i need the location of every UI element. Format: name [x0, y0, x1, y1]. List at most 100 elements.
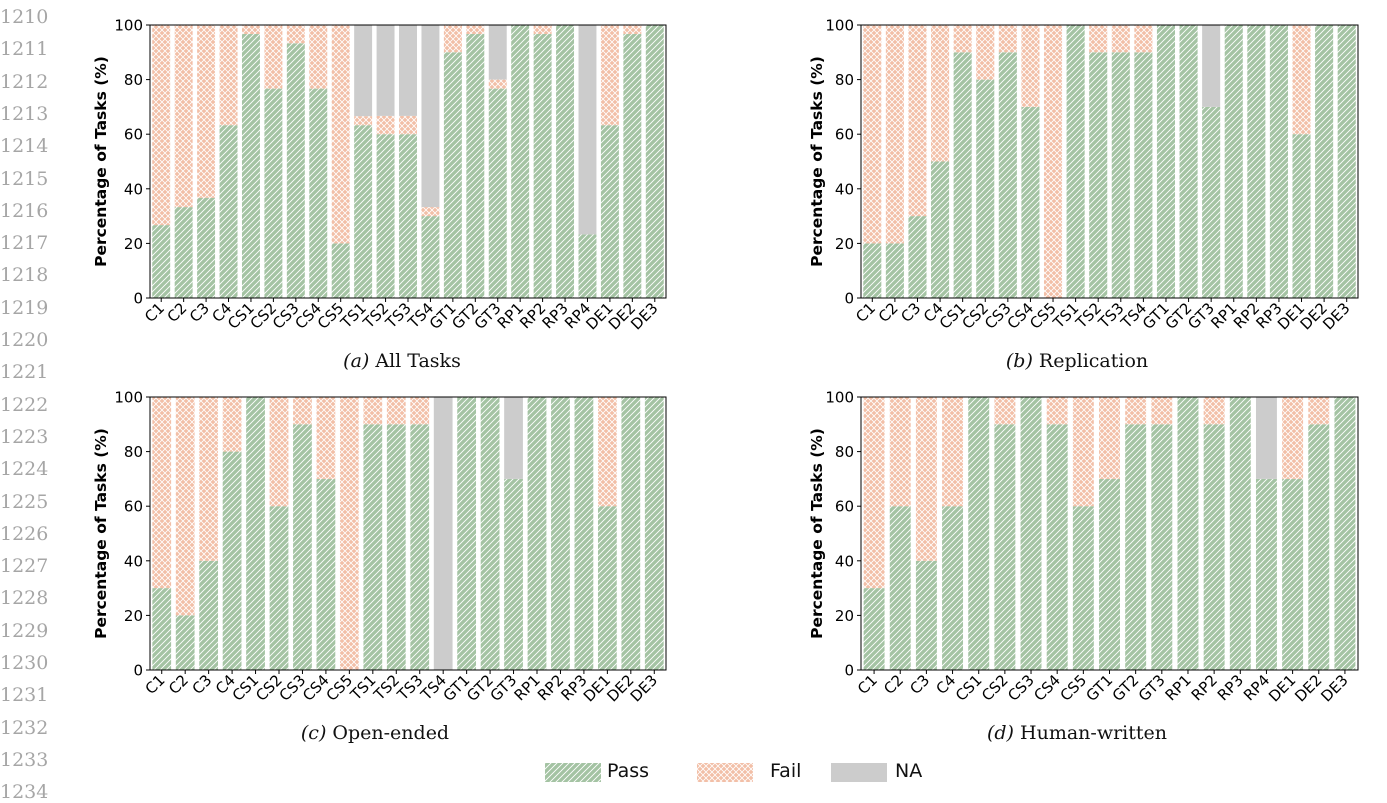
- y-tick-label: 40: [835, 552, 854, 570]
- bar-segment-pass: [466, 34, 485, 298]
- chart-svg: C1 C2 C3 C4CS1CS2CS3CS4CS5GT1GT2GT3RP1RP2RP…: [808, 389, 1359, 705]
- line-number: 1210: [0, 6, 49, 28]
- legend-item-pass: Pass: [545, 760, 685, 784]
- line-number: 1228: [0, 587, 49, 610]
- bar-segment-fail: [863, 397, 885, 589]
- bar-segment-fail: [1099, 397, 1120, 479]
- bar-segment-fail: [174, 25, 193, 208]
- line-number: 1226: [0, 522, 49, 545]
- bar-segment-fail: [286, 25, 305, 44]
- line-number: 1225: [0, 490, 49, 513]
- bar-segment-pass: [331, 243, 350, 298]
- line-number: 1214: [0, 135, 49, 158]
- x-tick-label: CS1: [952, 671, 986, 705]
- bar-segment-pass: [1125, 424, 1147, 670]
- y-axis-label: Percentage of Tasks (%): [92, 56, 110, 267]
- bar-segment-pass: [152, 588, 172, 670]
- bar-segment-pass: [246, 397, 265, 670]
- chart-caption: (b) Replication: [1006, 350, 1148, 372]
- bar-segment-fail: [443, 25, 462, 53]
- bar-segment-fail: [885, 25, 904, 244]
- bar-segment-fail: [339, 397, 359, 670]
- bar-segment-pass: [1255, 478, 1277, 670]
- x-tick-label: GT3: [1135, 671, 1169, 705]
- y-tick-label: 20: [124, 235, 143, 253]
- bar-segment-pass: [600, 125, 619, 298]
- y-axis-label: Percentage of Tasks (%): [808, 56, 826, 267]
- y-tick-label: 20: [835, 235, 854, 253]
- bar-segment-fail: [1134, 25, 1153, 53]
- bar-segment-fail: [421, 207, 440, 217]
- bar-segment-pass: [1308, 424, 1330, 670]
- caption-letter: (d): [986, 722, 1014, 744]
- chart-panel-replication: C1 C2 C3 C4 CS1 CS2 CS3 CS4 CS5 TS1 TS2 TS3 TS4 GT1 GT…: [700, 0, 1387, 380]
- y-tick-label: 80: [124, 71, 143, 89]
- legend-item-na: NA: [831, 760, 941, 784]
- line-number: 1233: [0, 748, 49, 771]
- bar-segment-fail: [998, 25, 1017, 53]
- line-number: 1220: [0, 329, 49, 351]
- bar-segment-pass: [998, 52, 1017, 298]
- y-tick-label: 100: [114, 389, 143, 407]
- x-tick-label: DE2: [1291, 671, 1325, 705]
- bar-segment-fail: [1089, 25, 1108, 53]
- bar-segment-fail: [1072, 397, 1094, 507]
- plot-frame: [860, 396, 1359, 671]
- bar-segment-fail: [931, 25, 950, 162]
- bar-segment-fail: [241, 25, 260, 35]
- bar-segment-fail: [1292, 25, 1311, 135]
- bar-segment-pass: [931, 161, 950, 298]
- y-axis-label: Percentage of Tasks (%): [92, 428, 110, 639]
- y-axis-label: Percentage of Tasks (%): [808, 428, 826, 639]
- chart-svg: C1C2C3C4CS1CS2CS3CS4CS5TS1TS2TS3TS4GT1GT…: [92, 17, 667, 333]
- bar-segment-pass: [1229, 397, 1251, 670]
- bar-segment-pass: [915, 560, 937, 670]
- bar-segment-pass: [1269, 25, 1288, 298]
- bar-segment-pass: [1177, 397, 1199, 670]
- line-number: 1212: [0, 70, 49, 93]
- bar-segment-pass: [1202, 106, 1221, 299]
- bar-segment-fail: [1021, 25, 1040, 107]
- bar-segment-pass: [597, 506, 617, 670]
- bar-segment-na: [504, 397, 523, 479]
- plot-frame: [860, 24, 1359, 299]
- bar-segment-fail: [533, 25, 552, 35]
- bar-segment-pass: [376, 134, 395, 298]
- bar-segment-pass: [264, 88, 283, 298]
- bar-segment-fail: [309, 25, 328, 89]
- bar-segment-pass: [286, 43, 305, 298]
- line-number: 1231: [0, 684, 49, 707]
- bar-segment-pass: [1020, 397, 1042, 670]
- bar-segment-pass: [399, 134, 417, 298]
- bar-segment-pass: [1111, 52, 1130, 298]
- line-number: 1224: [0, 458, 49, 481]
- bar-segment-pass: [863, 243, 882, 298]
- bar-segment-pass: [1072, 506, 1094, 670]
- bar-segment-fail: [953, 25, 972, 53]
- bar-segment-pass: [1156, 25, 1176, 298]
- x-tick-label: RP4: [1240, 671, 1273, 704]
- y-tick-label: 60: [124, 126, 143, 144]
- line-number: 1230: [0, 652, 49, 674]
- legend-swatch-pass: [545, 763, 601, 782]
- x-tick-label: GT2: [1109, 671, 1143, 705]
- x-tick-label: DE1: [1265, 671, 1299, 705]
- bar-segment-pass: [488, 88, 507, 298]
- y-tick-label: 100: [114, 17, 143, 35]
- bar-segment-pass: [1315, 25, 1334, 298]
- line-number: 1234: [0, 781, 49, 803]
- bar-segment-fail: [1125, 397, 1147, 425]
- bar-segment-fail: [976, 25, 995, 80]
- caption-text: Replication: [1032, 350, 1149, 372]
- bar-segment-pass: [363, 424, 383, 670]
- bar-segment-na: [354, 25, 373, 117]
- y-tick-label: 40: [124, 552, 143, 570]
- bar-segment-pass: [1134, 52, 1153, 298]
- bar-segment-pass: [1282, 478, 1304, 670]
- caption-letter: (a): [343, 350, 370, 372]
- y-tick-label: 20: [124, 607, 143, 625]
- bar-segment-fail: [197, 25, 216, 198]
- bar-segment-pass: [175, 615, 195, 670]
- bar-segment-fail: [600, 25, 619, 126]
- bar-segment-pass: [574, 397, 594, 670]
